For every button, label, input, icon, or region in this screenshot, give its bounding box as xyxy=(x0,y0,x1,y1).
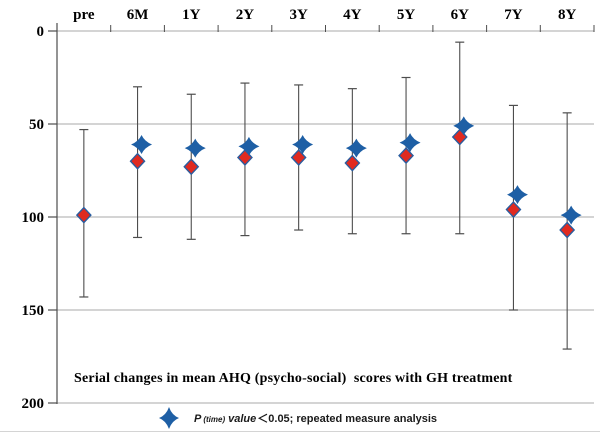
legend-text-time: (time) xyxy=(203,415,226,424)
star-marker-1Y xyxy=(184,138,206,158)
star-marker-6M xyxy=(131,134,153,154)
x-category-label-2Y: 2Y xyxy=(236,7,255,23)
x-category-label-8Y: 8Y xyxy=(558,7,577,23)
star-marker-5Y xyxy=(399,133,421,153)
legend-text-rest: ＜0.05; repeated measure analysis xyxy=(257,413,438,425)
y-tick-label-200: 200 xyxy=(22,396,45,412)
x-category-label-7Y: 7Y xyxy=(504,7,523,23)
legend-text-p: P xyxy=(194,413,202,425)
significance-star-glyph xyxy=(159,407,179,429)
diamond-marker-5Y xyxy=(398,147,415,165)
star-marker-4Y xyxy=(345,138,367,158)
y-tick-label-150: 150 xyxy=(22,303,45,319)
star-marker-8Y xyxy=(560,205,582,225)
diamond-marker-8Y xyxy=(559,221,576,239)
star-marker-7Y xyxy=(506,185,528,205)
x-category-label-3Y: 3Y xyxy=(289,7,308,23)
diamond-marker-4Y xyxy=(344,154,361,172)
x-category-label-5Y: 5Y xyxy=(397,7,416,23)
star-marker-6Y xyxy=(453,116,475,136)
star-marker-3Y xyxy=(292,134,314,154)
figure-bottom-border xyxy=(0,431,600,432)
x-category-label-4Y: 4Y xyxy=(343,7,362,23)
chart-caption: Serial changes in mean AHQ (psycho-socia… xyxy=(74,371,513,386)
x-category-label-6Y: 6Y xyxy=(451,7,470,23)
x-category-label-pre: pre xyxy=(73,7,95,23)
x-category-label-1Y: 1Y xyxy=(182,7,201,23)
y-tick-label-50: 50 xyxy=(29,117,44,133)
legend-text: P (time) value ＜0.05; repeated measure a… xyxy=(194,410,437,426)
chart-legend: P (time) value ＜0.05; repeated measure a… xyxy=(157,405,437,431)
diamond-marker-6M xyxy=(129,152,146,170)
diamond-marker-3Y xyxy=(290,148,307,167)
diamond-marker-7Y xyxy=(505,201,522,219)
diamond-marker-pre xyxy=(75,206,92,224)
star-marker-2Y xyxy=(238,136,260,156)
significance-star-icon xyxy=(159,407,179,429)
diamond-marker-1Y xyxy=(183,158,200,176)
y-tick-label-100: 100 xyxy=(22,210,45,226)
x-category-label-6M: 6M xyxy=(127,7,149,23)
y-tick-label-0: 0 xyxy=(37,24,45,40)
legend-text-value: value xyxy=(228,413,257,425)
